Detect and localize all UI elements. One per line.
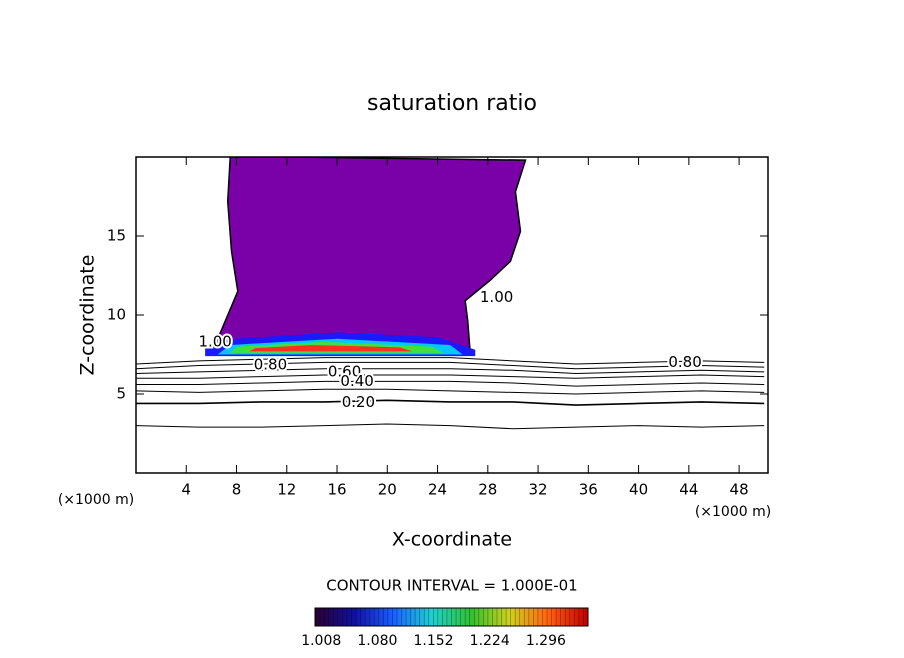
contour-label: 0.40 — [340, 372, 373, 390]
x-tick-label: 40 — [629, 481, 648, 499]
x-tick-label: 4 — [181, 481, 191, 499]
contour-label: 0.60 — [328, 362, 361, 380]
x-tick-label: 16 — [327, 481, 346, 499]
colorbar-tick-label: 1.296 — [526, 633, 566, 649]
contour-line — [136, 361, 765, 370]
contour-line — [136, 374, 765, 379]
y-tick-label: 10 — [107, 306, 126, 324]
contour-label: 0.20 — [342, 393, 375, 411]
plot-area: 0.80 0.600.40 0.20 1.00 0.80 1.00 — [136, 157, 765, 430]
x-unit-label: (×1000 m) — [58, 492, 134, 508]
contour-label: 0.80 — [668, 353, 701, 371]
y-tick-label: 5 — [116, 385, 126, 403]
y-tick-label: 15 — [107, 227, 126, 245]
x-tick-label: 28 — [478, 481, 497, 499]
contour-line — [136, 357, 765, 365]
filled-region — [210, 157, 527, 356]
colorbar-tick-label: 1.152 — [414, 633, 454, 649]
chart-title: saturation ratio — [367, 91, 537, 116]
contour-label: 1.00 — [198, 332, 231, 350]
x-unit-label: (×1000 m) — [695, 504, 771, 520]
contour-line — [136, 423, 765, 430]
x-tick-label: 8 — [232, 481, 242, 499]
x-tick-label: 24 — [428, 481, 447, 499]
colorbar-tick-label: 1.080 — [357, 633, 397, 649]
colorbar — [314, 607, 589, 627]
colorbar-tick-label: 1.008 — [301, 633, 341, 649]
contour-line — [136, 380, 765, 387]
x-tick-label: 12 — [277, 481, 296, 499]
y-axis-label: Z-coordinate — [77, 255, 99, 376]
contour-label: 0.80 — [254, 355, 287, 373]
contour-interval: CONTOUR INTERVAL = 1.000E-01 — [326, 577, 577, 595]
colorbar-tick-label: 1.224 — [470, 633, 510, 649]
contour-line — [136, 368, 765, 374]
x-tick-label: 48 — [730, 481, 749, 499]
contour-label: 1.00 — [480, 288, 513, 306]
x-tick-label: 44 — [679, 481, 698, 499]
contour-line — [136, 388, 765, 395]
x-tick-label: 36 — [579, 481, 598, 499]
x-axis-label: X-coordinate — [392, 529, 512, 551]
contour-line — [136, 399, 765, 406]
filled-region — [249, 345, 413, 352]
x-tick-label: 32 — [529, 481, 548, 499]
x-tick-label: 20 — [378, 481, 397, 499]
